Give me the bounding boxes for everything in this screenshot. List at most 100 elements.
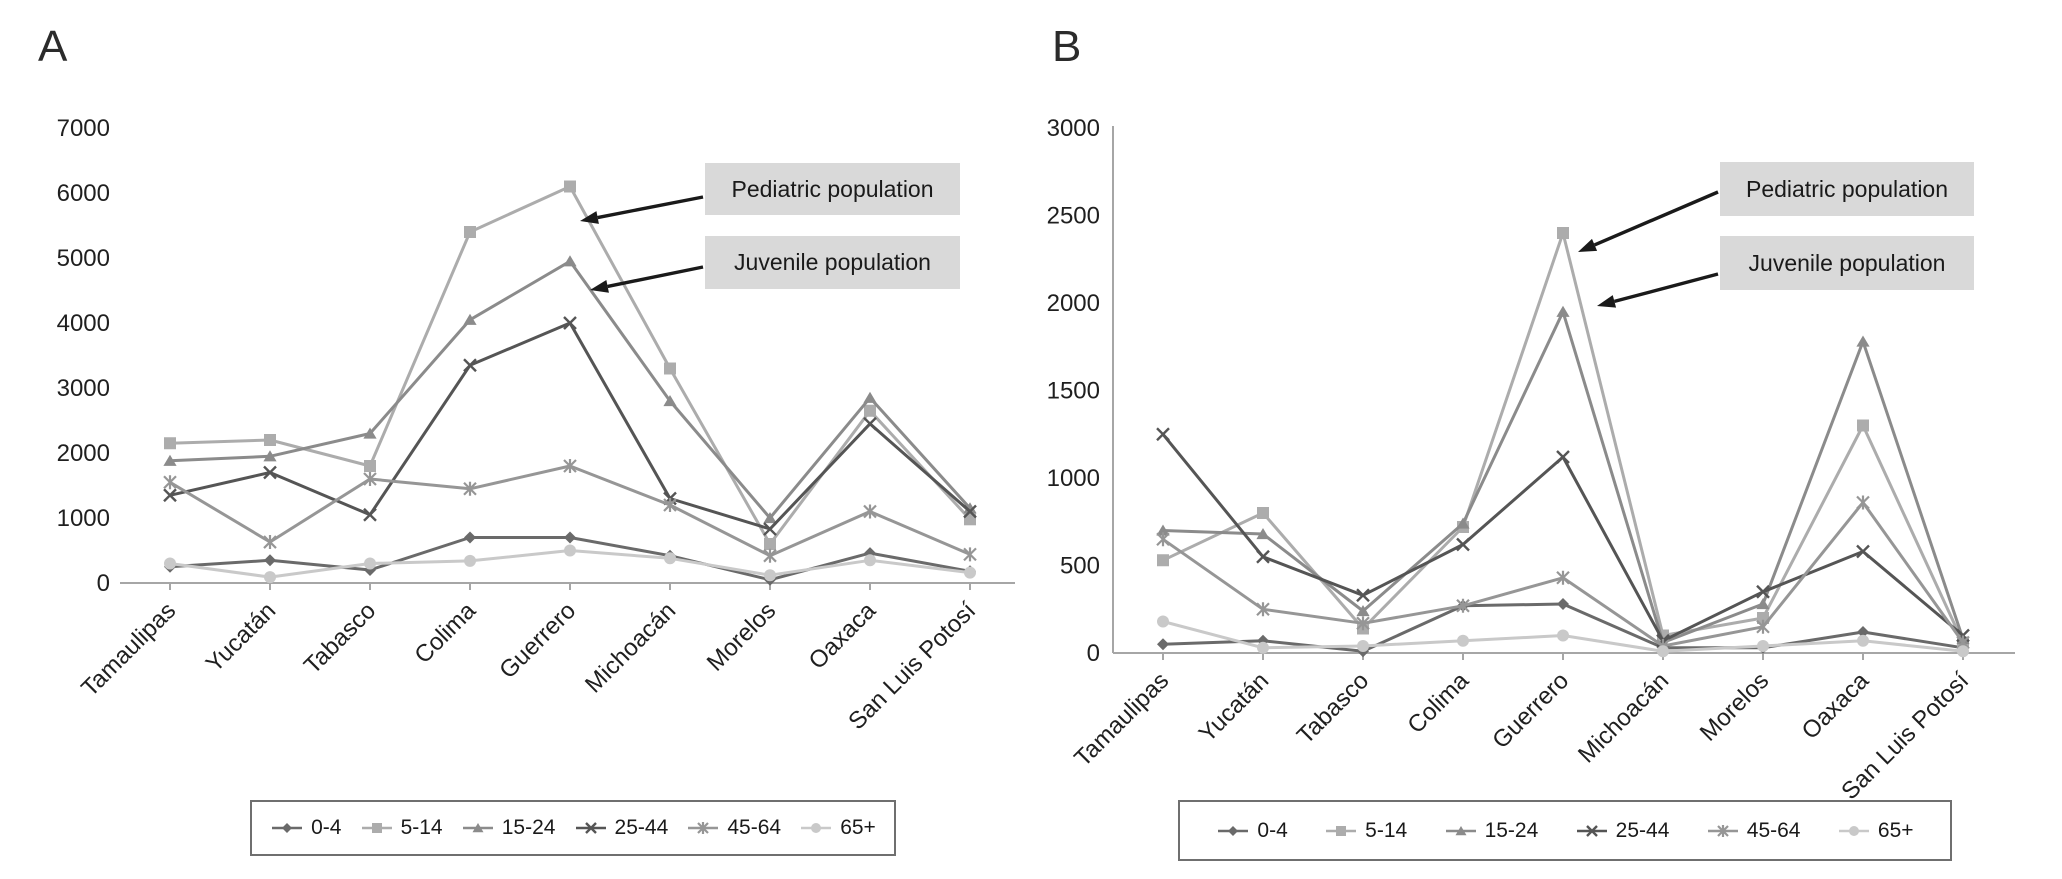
triangle-marker	[1456, 517, 1470, 529]
triangle-marker	[1455, 825, 1467, 835]
annotation-juvenile-population-a: Juvenile population	[705, 236, 960, 289]
circle-marker	[864, 554, 876, 567]
annotation-pediatric-population-b: Pediatric population	[1720, 162, 1974, 216]
legend-label: 15-24	[501, 816, 556, 839]
asterisk-marker	[563, 459, 577, 473]
x-tick-label: Michoacán	[1573, 667, 1674, 768]
legend-label: 5-14	[400, 816, 443, 839]
legend-item-0-4: 0-4	[270, 816, 341, 840]
triangle-marker	[472, 823, 484, 833]
x-marker	[263, 465, 277, 480]
legend-label: 65+	[840, 816, 876, 839]
legend-label: 25-44	[614, 816, 669, 839]
x-marker	[463, 358, 477, 373]
y-tick-label: 1000	[1047, 465, 1100, 492]
circle-marker	[164, 557, 176, 570]
chart-b-series-5-14	[1157, 227, 1969, 649]
x-marker	[584, 822, 597, 834]
triangle-marker	[863, 391, 877, 403]
triangle-legend-icon	[1445, 825, 1476, 835]
chart-a-series-25-44	[163, 316, 977, 536]
annotation-arrow	[607, 265, 704, 289]
circle-marker	[964, 566, 976, 579]
square-marker	[564, 180, 576, 193]
asterisk-marker	[263, 535, 277, 550]
circle-marker	[811, 823, 822, 833]
chart-a-series-45-64	[163, 459, 977, 563]
x-tick-label: Tabasco	[1292, 667, 1374, 749]
triangle-marker	[363, 427, 377, 439]
y-tick-label: 1500	[1047, 378, 1100, 405]
x-marker	[1356, 588, 1370, 603]
circle-marker	[564, 544, 576, 557]
x-marker	[963, 504, 977, 519]
legend-label: 45-64	[1746, 818, 1801, 842]
x-legend-icon	[575, 822, 606, 834]
x-marker	[1856, 544, 1870, 559]
diamond-legend-icon	[272, 823, 303, 833]
legend-label: 45-64	[727, 816, 782, 839]
circle-marker	[764, 569, 776, 582]
asterisk-legend-icon	[1707, 824, 1738, 837]
circle-legend-icon	[1838, 825, 1869, 836]
triangle-marker	[263, 450, 277, 462]
legend-label: 0-4	[311, 816, 342, 839]
diamond-marker	[464, 531, 476, 544]
series-line	[1162, 310, 1965, 644]
x-marker	[863, 416, 877, 431]
x-marker	[363, 507, 377, 522]
x-marker	[763, 522, 777, 536]
circle-marker	[1657, 645, 1669, 658]
x-marker	[1556, 450, 1570, 464]
square-marker	[964, 513, 976, 526]
triangle-marker	[1756, 598, 1770, 610]
square-marker	[1336, 825, 1347, 836]
x-tick-label: Tamaulipas	[1069, 667, 1174, 772]
y-tick-label: 3000	[57, 375, 110, 402]
legend-item-65+: 65+	[1837, 819, 1914, 843]
legend-item-15-24: 15-24	[1444, 819, 1538, 843]
y-tick-label: 7000	[57, 115, 110, 142]
y-tick-label: 6000	[57, 180, 110, 207]
square-marker	[1857, 419, 1869, 432]
asterisk-marker	[1556, 570, 1570, 585]
annotation-pediatric-population-a: Pediatric population	[705, 163, 960, 215]
asterisk-marker	[1256, 602, 1270, 617]
asterisk-marker	[1717, 824, 1729, 837]
series-line	[169, 321, 971, 531]
asterisk-marker	[163, 475, 177, 490]
diamond-marker	[1228, 825, 1239, 836]
circle-marker	[364, 557, 376, 570]
chart-b-series-45-64	[1156, 495, 1970, 653]
y-tick-label: 5000	[57, 245, 110, 272]
x-marker	[1456, 537, 1470, 552]
x-tick-label: Colima	[1402, 667, 1474, 739]
x-tick-label: Yucatán	[201, 597, 281, 677]
annotation-arrowhead	[1578, 238, 1598, 252]
diamond-legend-icon	[1218, 825, 1249, 836]
asterisk-marker	[463, 481, 477, 496]
square-marker	[371, 823, 382, 833]
square-marker	[264, 434, 276, 446]
diamond-marker	[564, 531, 576, 544]
chart-b: 0 500 1000 1500 2000 2500 3000 Tamaulipas Yucatá…	[1047, 115, 2015, 805]
y-tick-label: 3000	[1047, 115, 1100, 142]
x-marker	[1756, 584, 1770, 599]
x-tick-label: Yucatán	[1194, 667, 1274, 747]
chart-b-series-25-44	[1156, 427, 1970, 648]
y-tick-label: 500	[1060, 553, 1100, 580]
legend-item-25-44: 25-44	[1575, 819, 1669, 843]
circle-marker	[1557, 629, 1569, 642]
diamond-marker	[1557, 598, 1569, 610]
asterisk-marker	[1156, 532, 1170, 547]
y-tick-label: 2500	[1047, 203, 1100, 230]
x-tick-label: Michoacán	[580, 597, 681, 698]
chart-b-series-15-24	[1156, 305, 1970, 648]
legend-chart-b: 0-4 5-14 15-24 25-44 45-64 65+	[1178, 800, 1952, 861]
x-marker	[563, 316, 577, 330]
triangle-marker	[1556, 305, 1570, 317]
y-tick-label: 0	[1087, 640, 1100, 667]
y-tick-label: 1000	[57, 505, 110, 532]
legend-label: 0-4	[1257, 818, 1288, 842]
